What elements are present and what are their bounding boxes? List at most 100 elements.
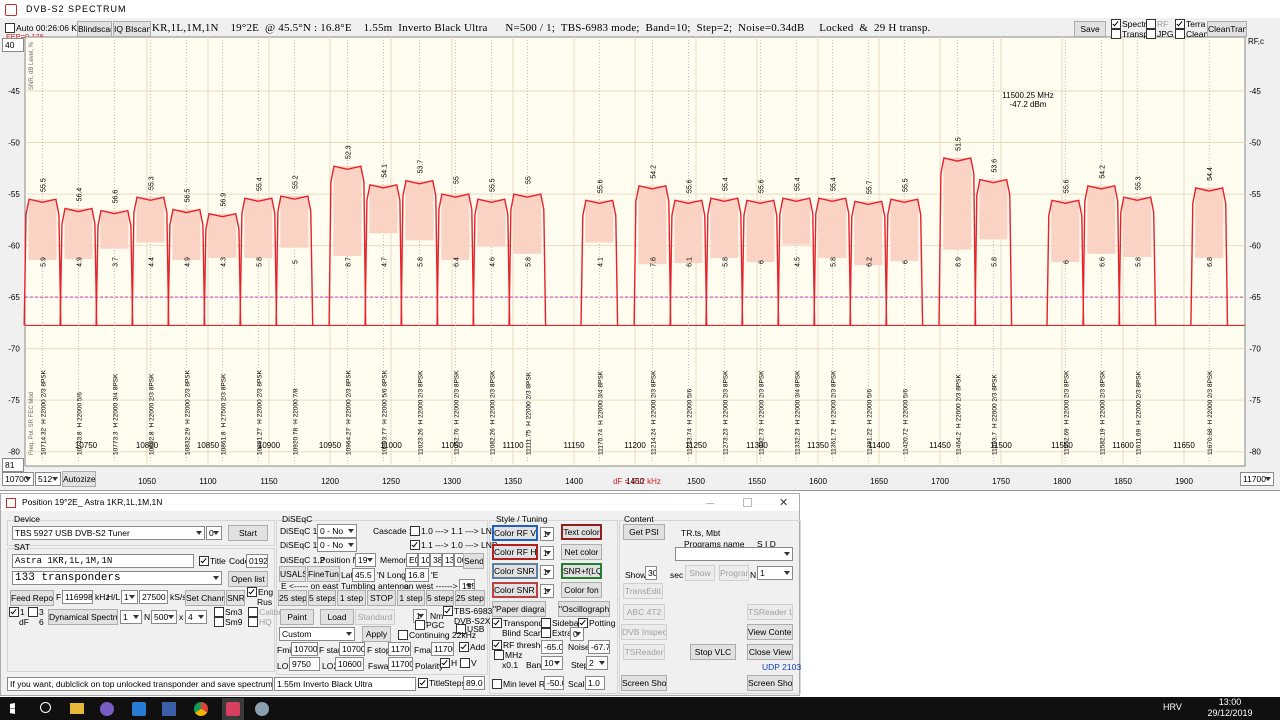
button-disabled[interactable]: ABC 4T2 (623, 604, 665, 620)
button[interactable]: Apply (362, 626, 391, 642)
checkbox[interactable]: 1 (9, 607, 25, 617)
input[interactable]: 1.0 (585, 676, 605, 690)
button[interactable]: CleanTransp (1207, 21, 1247, 37)
input[interactable]: 11700 (388, 642, 411, 656)
button[interactable]: Color SNR V (492, 563, 538, 579)
checkbox[interactable]: Extra (541, 628, 572, 638)
app-icon-2[interactable] (132, 702, 146, 716)
checkbox[interactable]: Continuing 22kHz (398, 630, 476, 640)
maximize[interactable] (743, 498, 752, 507)
checkbox[interactable]: TBS-6983 (443, 606, 492, 616)
select[interactable]: 1 (540, 565, 554, 579)
input[interactable]: 11700 (431, 642, 454, 656)
select[interactable]: Custom (279, 627, 355, 641)
button-disabled[interactable]: TransEdit (623, 583, 663, 599)
button[interactable]: Set Channel (185, 590, 225, 606)
input[interactable]: 38 (430, 553, 442, 567)
select[interactable]: 4 (185, 610, 207, 624)
button-disabled[interactable]: Standard (355, 609, 395, 625)
select[interactable]: 10700 (2, 472, 34, 486)
checkbox[interactable]: Terra (1175, 19, 1205, 29)
select[interactable]: 2 (586, 656, 608, 670)
button[interactable]: Net color (561, 544, 602, 560)
input[interactable]: 11699872 (62, 590, 93, 604)
select[interactable]: 0 (570, 627, 584, 641)
select[interactable]: TBS 5927 USB DVB-S2 Tuner (12, 526, 205, 540)
button-disabled[interactable]: TSReader Lite (747, 604, 793, 620)
input[interactable]: 10700 (291, 642, 318, 656)
button[interactable]: Color RF H (492, 544, 538, 560)
select[interactable]: 1 (540, 527, 554, 541)
explorer-icon[interactable] (70, 703, 84, 714)
button[interactable]: Stop VLC (690, 644, 736, 660)
checkbox[interactable]: RF threshold (492, 640, 552, 650)
input[interactable]: Astra 1KR,1L,1M,1N (12, 554, 194, 568)
select[interactable]: 1 (121, 590, 138, 604)
button[interactable]: 5 steps (308, 590, 336, 606)
button[interactable]: Open list (228, 571, 268, 587)
button-disabled[interactable]: TSReader (623, 644, 665, 660)
button[interactable]: USALS (279, 566, 306, 582)
button[interactable]: Start (228, 525, 268, 541)
button[interactable]: Autozize (62, 471, 96, 487)
button[interactable]: FineTune (307, 566, 340, 582)
select[interactable]: 1 (120, 610, 142, 624)
input[interactable]: 89.0 (463, 676, 485, 690)
input[interactable]: 10 (418, 553, 430, 567)
button[interactable]: Blindscan (77, 21, 112, 37)
button[interactable]: Color SNR H (492, 582, 538, 598)
select[interactable]: 1 (540, 584, 554, 598)
checkbox[interactable]: PGC (415, 620, 444, 630)
button-disabled[interactable]: Show (685, 565, 715, 581)
chrome-icon[interactable] (194, 702, 208, 716)
input[interactable]: 27500 (139, 590, 168, 604)
button[interactable]: 5 steps (426, 590, 454, 606)
button[interactable]: Save (1074, 21, 1106, 37)
input[interactable]: 30 (645, 566, 657, 580)
button[interactable]: 1 step (337, 590, 366, 606)
button[interactable]: 25 steps (278, 590, 307, 606)
input[interactable]: 9750 (289, 657, 320, 671)
save-icon[interactable] (162, 702, 176, 716)
checkbox[interactable]: Transp. (1111, 29, 1151, 39)
checkbox[interactable]: HQ (248, 617, 272, 627)
button[interactable]: Dynamical Spectrum (48, 609, 118, 625)
input[interactable]: 13 (442, 553, 454, 567)
button-disabled[interactable]: Program (719, 565, 749, 581)
programs-list[interactable] (675, 547, 793, 561)
checkbox[interactable]: JPG (1146, 29, 1174, 39)
select[interactable]: 512 (35, 472, 61, 486)
button[interactable]: Close View (747, 644, 793, 660)
button[interactable]: "Oscillograph" (558, 601, 610, 617)
button[interactable]: Get PSI (623, 524, 665, 540)
checkbox[interactable]: MHz (494, 650, 522, 660)
checkbox[interactable]: Spectr (1111, 19, 1147, 29)
button[interactable]: STOP (367, 590, 396, 606)
checkbox[interactable]: Min level RF (492, 679, 550, 689)
checkbox[interactable]: Transpond. (492, 618, 546, 628)
close[interactable]: ✕ (779, 497, 789, 509)
select[interactable]: 0 - No (317, 524, 357, 538)
button[interactable]: Color fon (561, 582, 602, 598)
clock-date[interactable]: 29/12/2019 (1207, 708, 1253, 718)
checkbox[interactable]: V (460, 658, 477, 668)
button[interactable]: "Paper diagram" (492, 601, 546, 617)
checkbox[interactable]: Clean (1175, 29, 1208, 39)
button[interactable]: 25 steps (455, 590, 485, 606)
language[interactable]: HRV (1163, 702, 1182, 712)
select[interactable]: 0 (206, 526, 222, 540)
minimize[interactable] (706, 503, 714, 504)
checkbox[interactable]: Sm3 (214, 607, 242, 617)
select[interactable]: 11700 (1240, 472, 1274, 486)
button-disabled[interactable]: DVB Inspector (621, 624, 667, 640)
checkbox[interactable]: Auto 00:26:06 K=29 (5, 23, 91, 33)
select[interactable]: 19 (355, 553, 376, 567)
input[interactable]: -65.0 (541, 640, 563, 654)
button[interactable]: Load (320, 609, 354, 625)
dvb-icon[interactable] (226, 702, 240, 716)
button[interactable]: SNR+f(LQ) (561, 563, 602, 579)
button[interactable]: Feed Report (10, 590, 54, 606)
checkbox[interactable]: 1.1 ---> 1.0 ---> LNB (410, 540, 498, 550)
checkbox[interactable]: Add (459, 642, 485, 652)
checkbox[interactable]: Sidebar (541, 618, 581, 628)
